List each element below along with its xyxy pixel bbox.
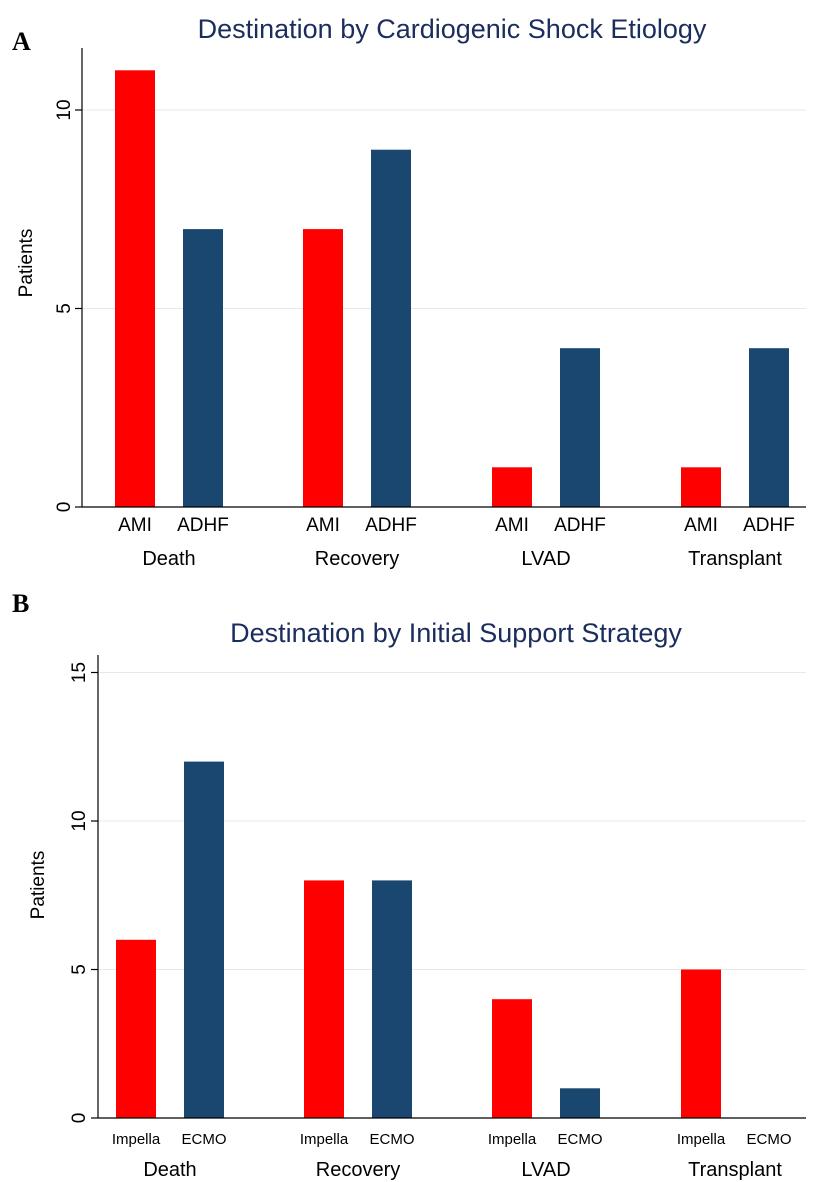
x-group-label-b-lvad: LVAD [521,1159,570,1181]
x-sublabel-b-death-impella: Impella [112,1131,161,1148]
x-sublabel-a-transplant-adhf: ADHF [743,515,795,536]
bar-b-death-impella [116,939,156,1118]
bar-a-recovery-adhf [371,149,411,507]
x-sublabel-a-lvad-adhf: ADHF [554,515,606,536]
bar-b-lvad-ecmo [560,1088,600,1118]
y-tick-label-a-0: 0 [54,502,75,513]
x-group-label-b-death: Death [143,1159,196,1181]
x-group-label-b-recovery: Recovery [316,1159,400,1181]
x-group-label-b-transplant: Transplant [688,1159,782,1181]
y-tick-label-b-10: 10 [69,810,90,831]
bar-b-lvad-impella [492,999,532,1118]
x-sublabel-a-death-adhf: ADHF [177,515,229,536]
x-sublabel-a-transplant-ami: AMI [684,515,718,536]
x-sublabel-b-lvad-ecmo: ECMO [558,1131,603,1148]
bar-a-lvad-adhf [560,348,600,507]
bar-a-lvad-ami [492,467,532,507]
x-group-label-a-lvad: LVAD [521,548,570,570]
x-group-label-a-recovery: Recovery [315,548,399,570]
y-tick-label-b-15: 15 [69,662,90,683]
plot-area-a: 0 5 10 AMI ADHF Death AMI ADHF Recovery AMI ADHF LV… [54,48,806,570]
panel-letter-b: B [12,589,29,618]
x-sublabel-a-lvad-ami: AMI [495,515,529,536]
bar-b-transplant-impella [681,969,721,1118]
y-tick-label-a-5: 5 [54,303,75,314]
y-tick-label-b-0: 0 [69,1113,90,1124]
bar-a-transplant-adhf [749,348,789,507]
x-sublabel-b-lvad-impella: Impella [488,1131,537,1148]
x-sublabel-a-recovery-ami: AMI [306,515,340,536]
panel-a: A Destination by Cardiogenic Shock Etiol… [12,14,806,570]
x-sublabel-b-recovery-impella: Impella [300,1131,349,1148]
x-group-label-a-death: Death [142,548,195,570]
x-sublabel-b-death-ecmo: ECMO [182,1131,227,1148]
x-group-label-a-transplant: Transplant [688,548,782,570]
chart-title-b: Destination by Initial Support Strategy [230,618,682,648]
bar-b-recovery-impella [304,880,344,1118]
chart-title-a: Destination by Cardiogenic Shock Etiolog… [198,14,707,44]
y-tick-label-a-10: 10 [54,99,75,120]
x-sublabel-b-recovery-ecmo: ECMO [370,1131,415,1148]
bar-a-recovery-ami [303,229,343,507]
x-sublabel-b-transplant-ecmo: ECMO [747,1131,792,1148]
y-axis-label-b: Patients [28,851,49,920]
y-tick-label-b-5: 5 [69,964,90,975]
bar-b-recovery-ecmo [372,880,412,1118]
bar-a-transplant-ami [681,467,721,507]
panel-b: B Destination by Initial Support Strateg… [12,589,806,1181]
bar-a-death-adhf [183,229,223,507]
x-sublabel-a-recovery-adhf: ADHF [365,515,417,536]
y-axis-label-a: Patients [16,229,37,298]
bar-b-death-ecmo [184,761,224,1118]
x-sublabel-b-transplant-impella: Impella [677,1131,726,1148]
plot-area-b: 0 5 10 15 Impella ECMO Death Impella ECMO Recover… [69,655,806,1181]
x-sublabel-a-death-ami: AMI [118,515,152,536]
bar-a-death-ami [115,70,155,508]
panel-letter-a: A [12,27,31,56]
